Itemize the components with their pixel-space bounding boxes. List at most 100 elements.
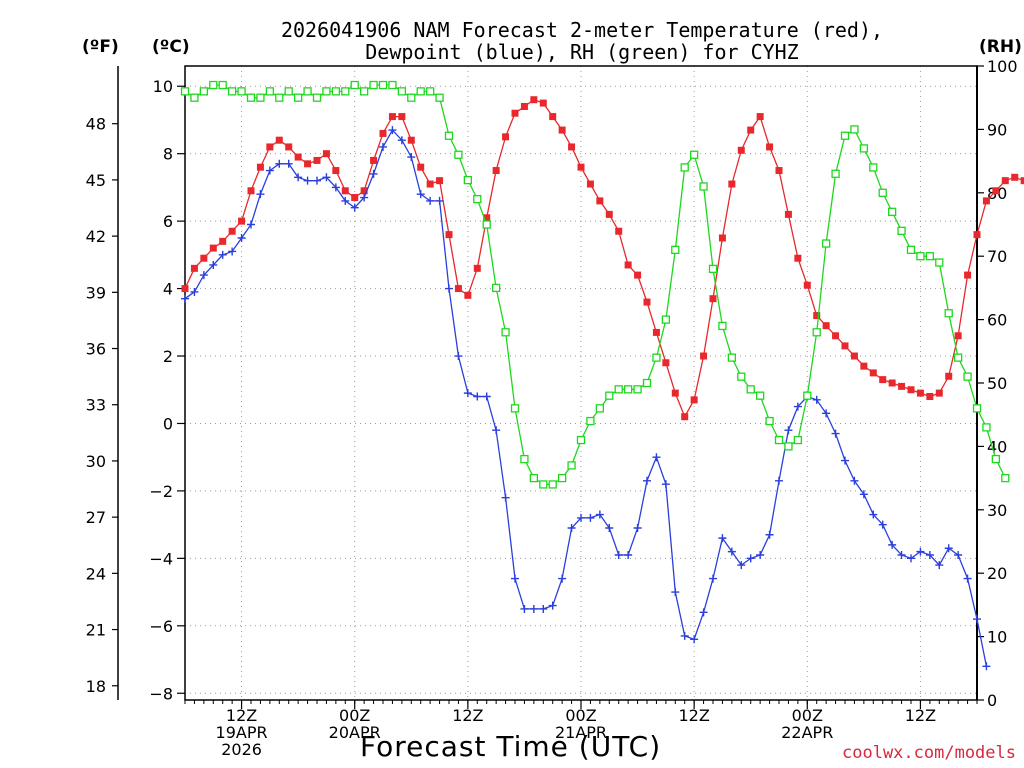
- relative-humidity-point: [991, 454, 1001, 464]
- dewpoint-point: [624, 550, 633, 559]
- relative-humidity-point: [784, 442, 793, 451]
- rh-tick-label: 70: [987, 247, 1007, 266]
- x-tick-label: 12Z: [226, 706, 257, 725]
- dewpoint-point: [435, 196, 444, 205]
- rh-tick-label: 90: [987, 120, 1007, 139]
- temperature-point: [954, 332, 962, 340]
- relative-humidity-point: [869, 163, 878, 172]
- dewpoint-point: [501, 493, 510, 502]
- relative-humidity-point: [454, 150, 463, 159]
- dewpoint-point: [256, 190, 265, 199]
- relative-humidity-point: [520, 454, 529, 464]
- temperature-point: [605, 210, 613, 218]
- relative-humidity-point: [246, 93, 256, 102]
- dewpoint-point: [850, 476, 859, 485]
- temperature-point: [898, 382, 906, 390]
- temperature-point: [803, 281, 811, 289]
- dewpoint-point: [228, 247, 237, 256]
- relative-humidity-point: [341, 87, 350, 96]
- relative-humidity-point: [765, 416, 774, 426]
- relative-humidity-point: [265, 87, 275, 96]
- rh-tick-label: 30: [987, 501, 1007, 520]
- dewpoint-point: [963, 574, 972, 583]
- temperature-point: [436, 177, 444, 185]
- dewpoint-point: [793, 402, 802, 411]
- relative-humidity-point: [209, 80, 218, 90]
- fahrenheit-tick-label: 45: [86, 171, 106, 190]
- relative-humidity-point: [293, 93, 303, 102]
- temperature-point: [747, 126, 755, 134]
- temperature-point: [190, 264, 198, 272]
- temperature-point: [935, 389, 943, 397]
- temperature-point: [784, 210, 792, 218]
- dewpoint-point: [181, 294, 189, 303]
- relative-humidity-point: [708, 264, 718, 274]
- fahrenheit-unit-label: (ºF): [82, 37, 119, 57]
- temperature-point: [558, 126, 566, 134]
- temperature-point: [1011, 173, 1019, 181]
- temperature-point: [304, 160, 312, 168]
- temperature-point: [464, 291, 472, 299]
- x-tick-label: 21APR: [555, 723, 607, 742]
- temperature-point: [822, 322, 830, 330]
- dewpoint-point: [463, 389, 472, 398]
- temperature-point: [266, 143, 274, 151]
- dewpoint-point: [605, 524, 614, 533]
- dewpoint-point: [577, 513, 585, 522]
- dewpoint-point: [784, 426, 793, 435]
- relative-humidity-point: [935, 258, 944, 267]
- dewpoint-point: [690, 635, 699, 644]
- dewpoint-point: [341, 196, 350, 205]
- relative-humidity-point: [190, 93, 199, 102]
- relative-humidity-point: [850, 125, 859, 134]
- dewpoint-point: [331, 183, 340, 192]
- relative-humidity-point: [887, 207, 897, 216]
- temperature-point: [775, 167, 783, 175]
- dewpoint-point: [322, 173, 331, 182]
- temperature-point: [634, 271, 642, 279]
- rh-tick-label: 0: [987, 691, 997, 710]
- temperature-point: [869, 369, 877, 377]
- source-credit: coolwx.com/models: [842, 743, 1016, 763]
- relative-humidity-point: [699, 182, 708, 191]
- dewpoint-point: [482, 392, 491, 401]
- x-tick-label: 12Z: [452, 706, 483, 725]
- temperature-point: [813, 312, 821, 320]
- temperature-point: [709, 295, 717, 303]
- celsius-tick-label: −8: [149, 684, 173, 703]
- relative-humidity-point: [605, 391, 614, 400]
- relative-humidity-point: [482, 220, 491, 229]
- temperature-point: [388, 113, 396, 121]
- relative-humidity-point: [567, 461, 576, 470]
- dewpoint-point: [397, 136, 406, 145]
- temperature-point: [888, 379, 896, 387]
- relative-humidity-point: [793, 435, 803, 445]
- relative-humidity-point: [425, 87, 435, 96]
- dewpoint-point: [247, 220, 255, 229]
- dewpoint-point: [831, 429, 840, 438]
- fahrenheit-tick-label: 18: [86, 677, 106, 696]
- dewpoint-point: [360, 193, 369, 202]
- celsius-tick-label: −2: [149, 482, 173, 501]
- relative-humidity-point: [539, 480, 548, 489]
- dewpoint-point: [878, 520, 887, 529]
- x-tick-label: 12Z: [678, 706, 709, 725]
- temperature-point: [322, 150, 330, 158]
- temperature-point: [992, 187, 1000, 195]
- temperature-point: [341, 187, 349, 195]
- x-tick-label: 22APR: [781, 723, 833, 742]
- dewpoint-point: [841, 456, 849, 465]
- relative-humidity-point: [350, 80, 359, 90]
- dewpoint-point: [284, 159, 293, 168]
- temperature-point: [577, 163, 585, 171]
- temperature-point: [586, 180, 594, 188]
- dewpoint-point: [265, 166, 274, 175]
- relative-humidity-point: [680, 163, 689, 172]
- x-tick-label: 00Z: [565, 706, 596, 725]
- fahrenheit-tick-label: 36: [86, 340, 106, 359]
- fahrenheit-tick-label: 27: [86, 508, 106, 527]
- celsius-tick-label: −4: [149, 549, 173, 568]
- relative-humidity-point: [821, 239, 831, 248]
- relative-humidity-point: [671, 245, 680, 255]
- temperature-point: [568, 143, 576, 151]
